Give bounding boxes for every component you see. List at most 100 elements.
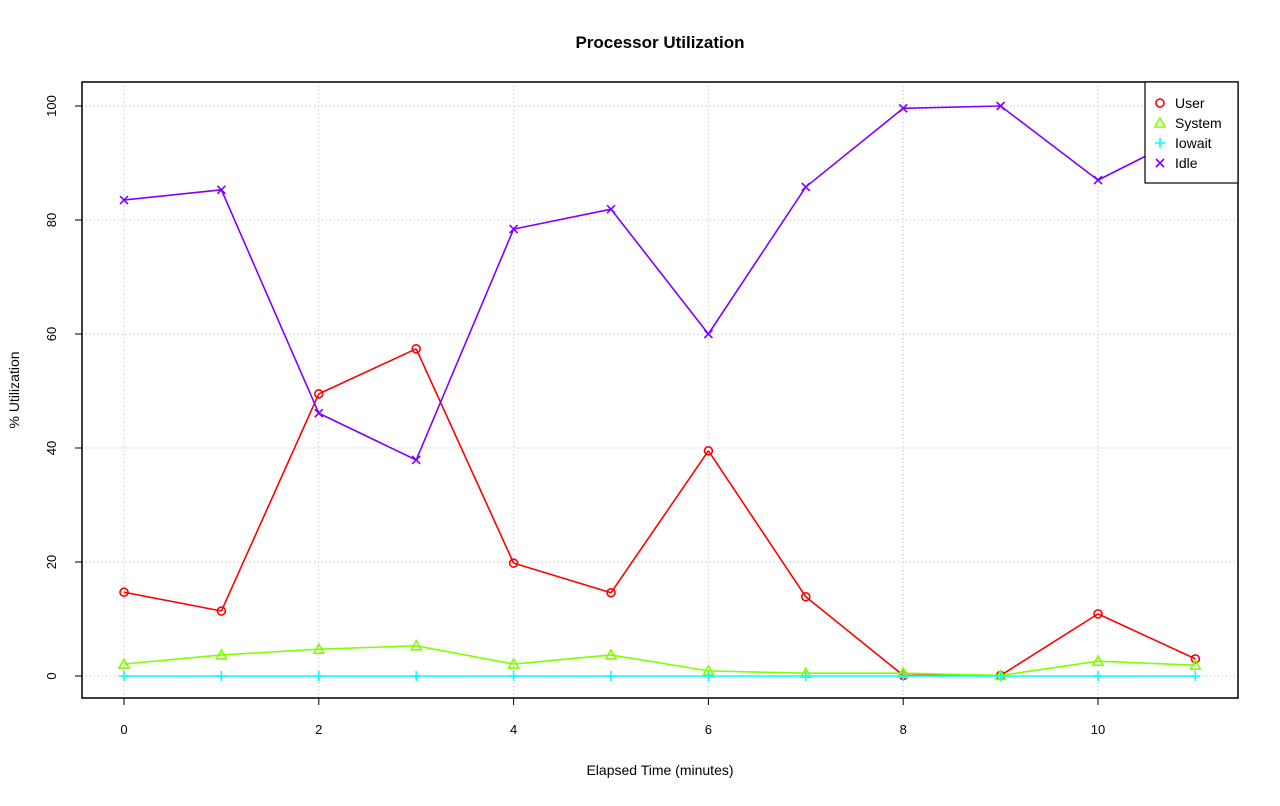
data-point — [507, 657, 520, 669]
data-point — [1093, 609, 1103, 619]
data-point — [411, 344, 422, 354]
data-point — [314, 408, 324, 418]
data-point — [216, 671, 227, 681]
series-segment — [318, 348, 417, 395]
series-system — [117, 639, 1202, 681]
data-point — [703, 329, 713, 339]
series-segment — [1000, 660, 1099, 677]
series-user — [119, 344, 1201, 681]
legend-label: Idle — [1175, 155, 1198, 171]
data-point — [1189, 658, 1202, 670]
data-point — [119, 195, 129, 205]
data-point — [606, 587, 616, 598]
series-segment — [220, 189, 320, 414]
data-point — [606, 671, 616, 681]
series-segment — [1000, 613, 1099, 677]
series-segment — [610, 654, 709, 672]
data-point — [411, 671, 422, 681]
series-segment — [318, 412, 417, 461]
series-segment — [805, 107, 904, 188]
data-point — [606, 204, 616, 214]
series-segment — [707, 186, 807, 335]
y-tick-label: 100 — [44, 95, 59, 117]
grid — [82, 82, 1238, 698]
data-point — [215, 648, 228, 660]
data-point — [1190, 671, 1201, 681]
y-axis-label: % Utilization — [6, 351, 22, 428]
data-point — [409, 639, 423, 651]
series-segment — [707, 450, 807, 598]
data-point — [1093, 671, 1103, 681]
x-axis-label: Elapsed Time (minutes) — [586, 762, 733, 778]
series-segment — [513, 654, 612, 665]
series-iowait — [119, 671, 1201, 681]
series-segment — [416, 645, 514, 665]
legend-iowait-icon — [1155, 138, 1165, 148]
series-segment — [123, 654, 222, 665]
series-segment — [123, 591, 222, 612]
data-point — [312, 642, 326, 655]
plot-frame — [81, 81, 1239, 699]
series-segment — [610, 450, 710, 594]
series — [117, 101, 1202, 681]
data-point — [508, 558, 519, 568]
data-point — [996, 101, 1006, 111]
data-point — [508, 671, 519, 681]
x-tick-label: 0 — [120, 722, 127, 737]
series-segment — [123, 188, 222, 201]
series-segment — [708, 670, 806, 674]
legend-idle-icon — [1155, 158, 1165, 168]
legend-label: System — [1175, 115, 1222, 131]
y-tick-label: 0 — [44, 672, 59, 679]
data-point — [119, 587, 129, 598]
x-tick-label: 8 — [900, 722, 907, 737]
data-point — [995, 671, 1006, 681]
series-idle — [119, 101, 1200, 465]
x-tick-label: 2 — [315, 722, 322, 737]
data-point — [800, 591, 811, 602]
chart-title: Processor Utilization — [575, 33, 744, 52]
y-tick-label: 20 — [44, 555, 59, 569]
data-point — [216, 606, 227, 616]
series-segment — [903, 105, 1001, 110]
series-segment — [903, 672, 1001, 677]
data-point — [313, 671, 324, 681]
x-tick-label: 4 — [510, 722, 517, 737]
data-point — [117, 657, 131, 669]
data-point — [509, 224, 519, 234]
series-segment — [415, 228, 515, 461]
data-point — [703, 671, 714, 681]
legend-label: Iowait — [1175, 135, 1212, 151]
data-point — [1093, 175, 1103, 185]
legend-system-icon — [1153, 116, 1167, 128]
series-segment — [513, 208, 612, 230]
data-point — [604, 648, 618, 660]
data-point — [411, 455, 421, 465]
data-point — [898, 103, 908, 113]
legend-label: User — [1175, 95, 1205, 111]
data-point — [216, 185, 226, 195]
data-point — [898, 671, 909, 681]
data-point — [1091, 654, 1105, 666]
x-tick-label: 6 — [705, 722, 712, 737]
data-point — [800, 671, 811, 681]
y-tick-label: 40 — [44, 441, 59, 455]
data-point — [703, 446, 714, 456]
y-tick-label: 60 — [44, 327, 59, 341]
series-segment — [220, 393, 320, 612]
series-segment — [1000, 105, 1099, 181]
x-tick-label: 10 — [1091, 722, 1105, 737]
series-segment — [513, 562, 612, 594]
legend-user-icon — [1155, 98, 1165, 108]
data-point — [313, 389, 324, 399]
series-segment — [318, 644, 417, 651]
data-point — [1190, 654, 1201, 664]
data-point — [119, 671, 129, 681]
series-segment — [221, 648, 319, 656]
series-segment — [610, 208, 710, 335]
series-segment — [1097, 613, 1196, 660]
series-segment — [805, 596, 904, 677]
data-point — [801, 182, 811, 192]
series-segment — [1097, 660, 1196, 666]
